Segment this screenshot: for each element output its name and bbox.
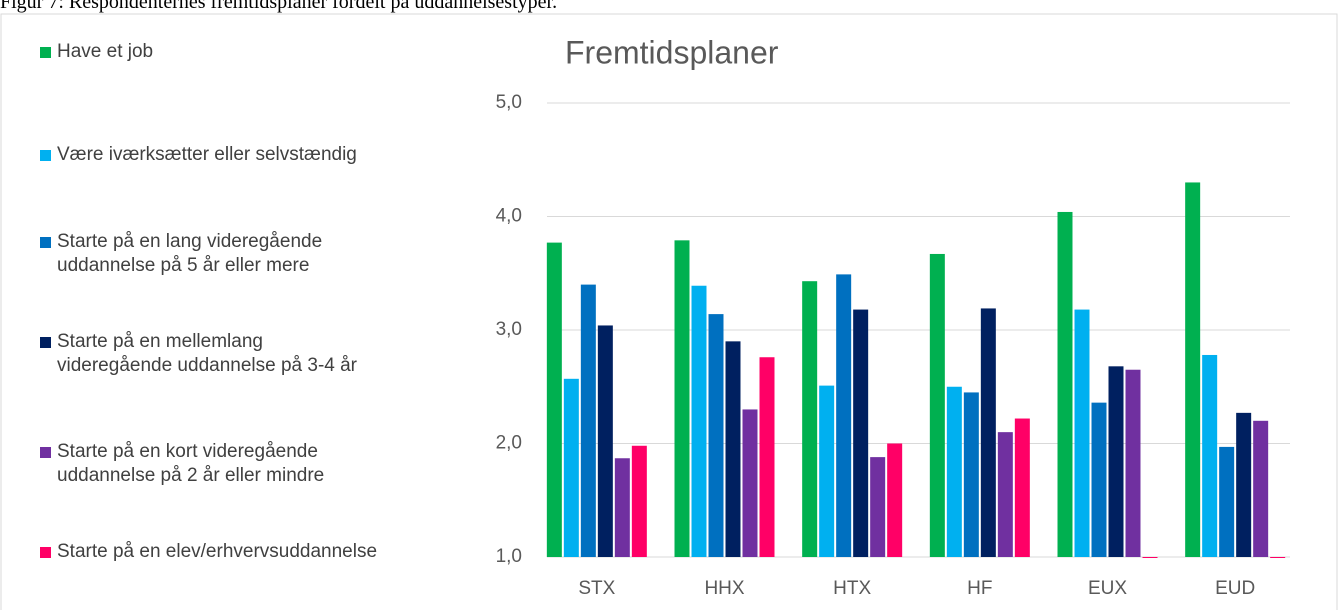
bar — [614, 458, 630, 557]
legend-swatch — [40, 337, 51, 348]
x-tick-label: HTX — [833, 578, 871, 599]
legend-swatch — [40, 150, 51, 161]
bar — [1219, 446, 1235, 557]
bar — [759, 357, 775, 557]
legend-label: Starte på en mellemlang videregående udd… — [57, 331, 358, 376]
bar — [1091, 402, 1107, 557]
y-tick-label: 4,0 — [496, 206, 522, 227]
bar — [1185, 182, 1201, 557]
chart-frame — [0, 13, 1338, 610]
legend-swatch — [40, 237, 51, 248]
x-tick-label: HHX — [704, 578, 744, 599]
bar — [563, 378, 579, 557]
bar — [597, 325, 613, 557]
legend-swatch — [40, 47, 51, 58]
bar — [1270, 557, 1286, 558]
bar — [631, 445, 647, 557]
bar — [1236, 412, 1252, 557]
bar — [1057, 211, 1073, 557]
bar — [725, 341, 741, 557]
bar — [819, 385, 835, 557]
bar — [946, 386, 962, 557]
x-tick-label: EUD — [1215, 578, 1255, 599]
bar — [580, 284, 596, 557]
chart-title: Fremtidsplaner — [565, 34, 779, 70]
legend-item: Starte på en mellemlang videregående udd… — [40, 330, 357, 378]
x-tick-label: STX — [578, 578, 615, 599]
caption: Figur 7: Respondenternes fremtidsplaner … — [0, 0, 558, 13]
bar — [742, 409, 758, 557]
legend-label: Starte på en elev/erhvervsuddannelse — [57, 541, 378, 562]
legend-label: Starte på en kort videregående uddannels… — [57, 441, 325, 486]
legend-item: Starte på en lang videregående uddannels… — [40, 230, 357, 278]
bar — [1108, 366, 1124, 557]
bar — [1142, 557, 1158, 558]
bar — [963, 392, 979, 557]
legend-label: Være iværksætter eller selvstændig — [57, 144, 357, 165]
bar — [708, 314, 724, 557]
legend-label: Starte på en lang videregående uddannels… — [57, 231, 323, 276]
y-tick-label: 2,0 — [496, 433, 522, 454]
legend-swatch — [40, 447, 51, 458]
bar — [853, 309, 869, 557]
bar — [1253, 420, 1269, 557]
bar — [870, 457, 886, 557]
legend-swatch — [40, 547, 51, 558]
bar — [836, 274, 852, 557]
bar — [997, 432, 1013, 557]
x-tick-label: EUX — [1088, 578, 1127, 599]
legend-item: Starte på en kort videregående uddannels… — [40, 440, 357, 488]
bar — [802, 281, 818, 557]
bar — [1014, 418, 1030, 557]
bar — [1125, 369, 1141, 557]
bar — [929, 253, 945, 557]
bar — [1074, 309, 1090, 557]
bar — [674, 240, 690, 557]
bar — [1202, 354, 1218, 557]
y-tick-label: 5,0 — [496, 92, 522, 113]
x-tick-label: HF — [967, 578, 992, 599]
bar — [887, 443, 903, 557]
legend-item: Have et job — [40, 40, 153, 64]
legend-item: Starte på en elev/erhvervsuddannelse — [40, 540, 377, 564]
bar — [691, 285, 707, 557]
legend-item: Være iværksætter eller selvstændig — [40, 143, 357, 167]
bar — [980, 308, 996, 557]
y-tick-label: 3,0 — [496, 319, 522, 340]
bar — [546, 242, 562, 558]
legend-label: Have et job — [57, 41, 154, 62]
y-tick-label: 1,0 — [496, 546, 522, 567]
